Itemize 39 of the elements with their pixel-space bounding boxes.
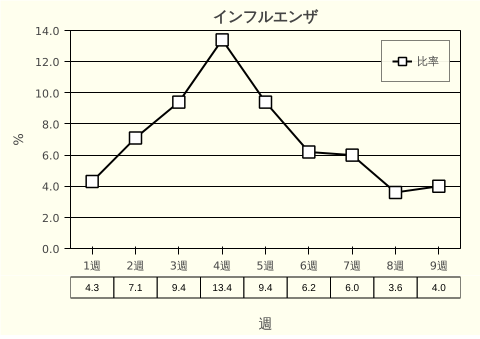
data-label: 4.3 [85, 283, 100, 294]
point [388, 186, 402, 200]
point [302, 145, 316, 159]
x-tick-label: 1週 [83, 260, 102, 272]
y-tick-label: 8.0 [42, 118, 60, 132]
x-tick-label: 2週 [126, 260, 144, 272]
data-label: 9.4 [172, 283, 186, 294]
data-label: 6.0 [345, 283, 360, 294]
data-label: 6.2 [302, 283, 316, 294]
data-label: 13.4 [212, 283, 232, 294]
point [432, 179, 446, 193]
data-label: 7.1 [128, 283, 143, 294]
y-tick-label: 4.0 [42, 180, 60, 194]
y-tick-label: 2.0 [42, 212, 60, 225]
point [172, 95, 186, 109]
y-tick-label: 14.0 [35, 25, 60, 38]
data-label: 3.6 [388, 283, 403, 294]
x-tick-label: 3週 [170, 260, 188, 272]
y-tick-label: 10.0 [35, 87, 60, 100]
x-tick-label: 5週 [256, 260, 274, 272]
y-tick-label: 6.0 [42, 150, 60, 163]
point [258, 95, 272, 109]
point [85, 174, 99, 188]
chart-title: インフルエンザ [213, 8, 319, 26]
point [215, 33, 229, 47]
data-label: 9.4 [258, 283, 273, 294]
x-axis-title: 週 [258, 316, 272, 332]
x-tick-label: 7週 [343, 260, 362, 272]
x-tick-label: 8週 [386, 260, 404, 272]
data-label: 4.0 [432, 283, 446, 294]
legend-label: 比率 [417, 54, 439, 68]
y-axis-title: % [12, 133, 28, 146]
x-tick-label: 4週 [213, 260, 232, 272]
point [345, 148, 359, 162]
y-tick-label: 12.0 [35, 56, 60, 70]
x-tick-label: 6週 [300, 260, 318, 272]
y-tick-label: 0.0 [42, 243, 60, 256]
point [128, 131, 142, 145]
x-tick-label: 9週 [430, 260, 448, 272]
